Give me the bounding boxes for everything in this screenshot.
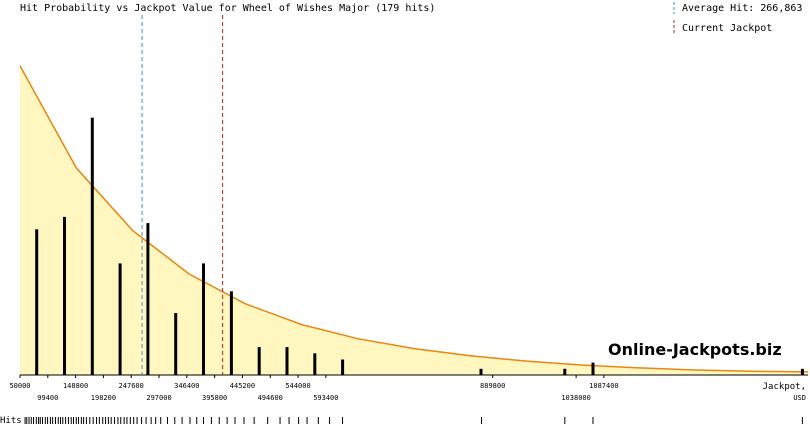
bar: [174, 313, 178, 375]
hits-label: Hits: [0, 416, 22, 425]
x-tick-label: 889800: [480, 382, 505, 390]
reference-lines: [141, 2, 675, 375]
hits-strip: [24, 417, 803, 424]
chart-title: Hit Probability vs Jackpot Value for Whe…: [20, 3, 435, 14]
bar: [591, 362, 595, 375]
x-axis-unit: USD: [793, 394, 806, 402]
bar: [341, 359, 345, 375]
x-tick-label: 544000: [285, 382, 310, 390]
watermark-text: Online-Jackpots.biz: [608, 340, 782, 359]
bar: [563, 368, 567, 375]
bar: [118, 263, 122, 375]
x-tick-label: 346400: [174, 382, 199, 390]
bar: [313, 353, 317, 375]
bar: [35, 229, 39, 375]
x-tick-label: 99400: [37, 394, 58, 402]
bar: [285, 347, 289, 375]
legend-average-hit: Average Hit: 266,863: [682, 3, 802, 14]
bars-layer: [35, 117, 804, 375]
x-tick-label: 1038000: [561, 394, 591, 402]
x-tick-label: 247600: [119, 382, 144, 390]
legend-current-jackpot: Current Jackpot: [682, 23, 772, 34]
x-tick-label: 593400: [313, 394, 338, 402]
bar: [229, 291, 233, 375]
bar: [800, 368, 804, 375]
bar: [90, 117, 94, 375]
probability-curve: [19, 65, 809, 373]
bar: [202, 263, 205, 375]
x-tick-label: 148800: [63, 382, 88, 390]
probability-area: [20, 65, 808, 376]
x-tick-label: 445200: [230, 382, 255, 390]
x-tick-label: 297000: [146, 394, 171, 402]
x-tick-label: 494600: [258, 394, 283, 402]
bar: [257, 347, 261, 375]
x-tick-label: 395800: [202, 394, 227, 402]
bar: [479, 368, 483, 375]
bar: [63, 216, 66, 375]
bar: [146, 223, 150, 375]
x-tick-label: 1087400: [589, 382, 619, 390]
x-axis-label: Jackpot,: [763, 382, 806, 392]
tick-layer: 50000 148800 247600 346400 445200 544000 88980…: [9, 375, 619, 402]
x-tick-label: 198200: [91, 394, 116, 402]
x-tick-label: 50000: [9, 382, 30, 390]
